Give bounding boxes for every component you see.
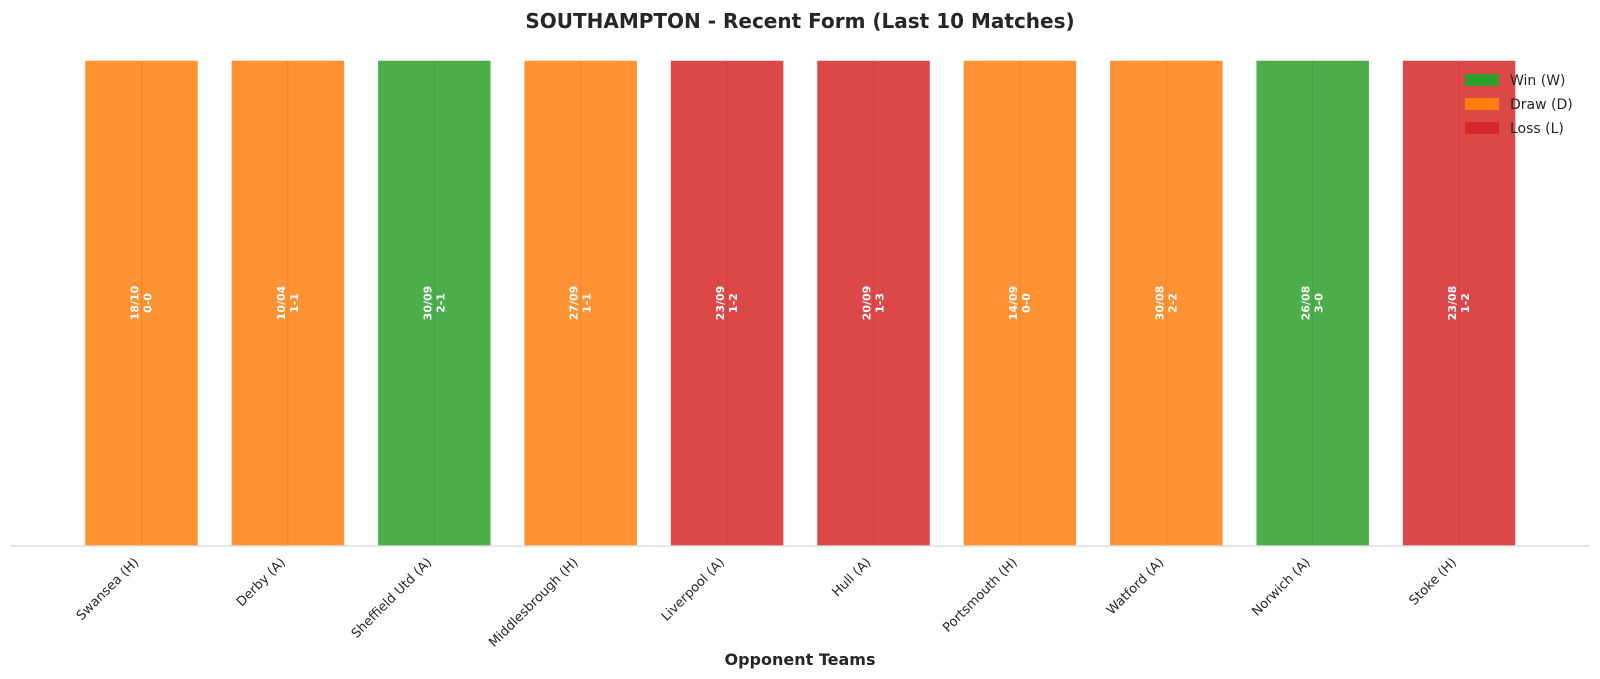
x-tick-label-3: Sheffield Utd (A) [349, 555, 435, 641]
bar-label-3: 30/092-1 [421, 286, 447, 321]
bar-date-label: 20/09 [861, 286, 874, 321]
bar-label-7: 14/090-0 [1007, 286, 1033, 321]
bar-date-label: 30/09 [421, 286, 434, 321]
x-tick-label-5: Liverpool (A) [659, 555, 728, 624]
bar-2 [230, 59, 346, 547]
bar-label-8: 30/082-2 [1153, 286, 1179, 321]
x-tick-label-8: Watford (A) [1104, 555, 1167, 618]
bar-1 [83, 59, 200, 547]
bar-label-9: 26/083-0 [1300, 286, 1326, 321]
bar-date-label: 23/09 [714, 286, 727, 321]
legend-label-w: Win (W) [1510, 73, 1566, 89]
x-tick-labels: Swansea (H) Derby (A) Sheffield Utd (A) Mid… [74, 555, 1460, 650]
bar-score-label: 1-2 [727, 293, 740, 313]
bar-date-label: 10/04 [275, 285, 288, 320]
bar-date-label: 26/08 [1300, 286, 1313, 321]
x-tick-label-9: Norwich (A) [1249, 555, 1313, 619]
chart-title: SOUTHAMPTON - Recent Form (Last 10 Match… [525, 9, 1074, 33]
bars-group: 18/100-0 10/041-1 30/092-1 27/091-1 23/091-2… [83, 59, 1517, 547]
bar-label-1: 18/100-0 [129, 285, 155, 320]
bar-date-label: 27/09 [568, 286, 581, 321]
x-tick-label-6: Hull (A) [829, 555, 874, 600]
bar-date-label: 18/10 [129, 285, 142, 320]
bar-label-10: 23/081-2 [1446, 286, 1472, 321]
x-axis-label: Opponent Teams [725, 650, 876, 669]
bar-score-label: 3-0 [1313, 293, 1326, 313]
bar-label-5: 23/091-2 [714, 286, 740, 321]
bar-score-label: 0-0 [142, 293, 155, 313]
legend-swatch-w [1465, 74, 1499, 86]
bar-date-label: 30/08 [1153, 286, 1166, 321]
x-tick-label-1: Swansea (H) [74, 555, 143, 624]
bar-8 [1108, 59, 1225, 547]
bar-label-6: 20/091-3 [861, 286, 887, 321]
legend-label-d: Draw (D) [1510, 97, 1573, 113]
x-tick-label-10: Stoke (H) [1407, 555, 1460, 608]
bar-score-label: 1-1 [288, 293, 301, 313]
bar-date-label: 14/09 [1007, 286, 1020, 321]
bar-3 [376, 59, 493, 547]
bar-7 [962, 59, 1078, 547]
bar-date-label: 23/08 [1446, 286, 1459, 321]
legend: Win (W) Draw (D) Loss (L) [1465, 73, 1573, 137]
bar-score-label: 2-1 [434, 293, 447, 313]
bar-label-4: 27/091-1 [568, 286, 594, 321]
x-tick-label-7: Portsmouth (H) [940, 555, 1020, 635]
legend-label-l: Loss (L) [1510, 121, 1564, 137]
legend-swatch-l [1465, 122, 1499, 134]
bar-9 [1254, 59, 1371, 547]
x-tick-label-4: Middlesbrough (H) [486, 555, 581, 650]
bar-10 [1401, 59, 1517, 547]
legend-swatch-d [1465, 98, 1499, 110]
bar-score-label: 1-3 [874, 293, 887, 313]
bar-score-label: 1-1 [581, 293, 594, 313]
bar-score-label: 1-2 [1459, 293, 1472, 313]
bar-6 [815, 59, 932, 547]
bar-score-label: 2-2 [1166, 293, 1179, 313]
x-tick-label-2: Derby (A) [234, 555, 289, 610]
bar-score-label: 0-0 [1020, 293, 1033, 313]
bar-label-2: 10/041-1 [275, 285, 301, 320]
